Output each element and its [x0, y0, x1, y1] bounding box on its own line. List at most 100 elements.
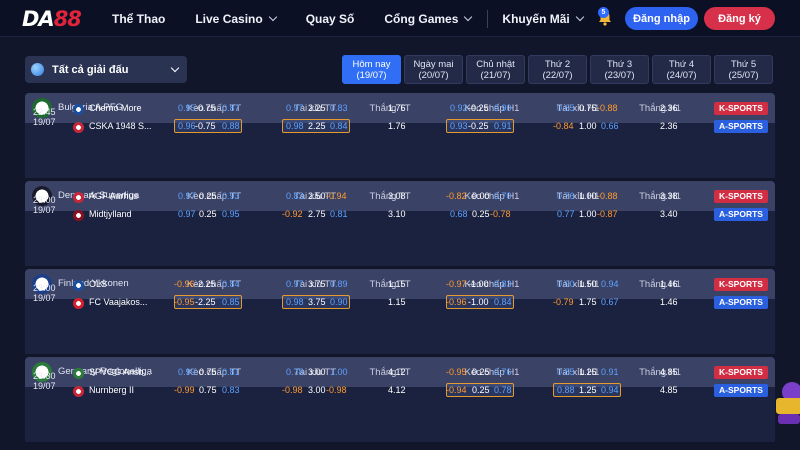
handicap-h1-odds[interactable]: -0.78 [490, 209, 511, 219]
over-under-ft-odds[interactable]: -0.94 [326, 191, 347, 201]
over-under-h1-odds[interactable]: -0.84 [553, 121, 574, 131]
handicap-ft-odds[interactable]: 0.84 [222, 279, 240, 289]
over-under-ft-odds[interactable]: 0.98 [286, 121, 304, 131]
over-under-h1-odds[interactable]: 0.88 [557, 385, 575, 395]
win-h1-odds[interactable]: 1.46 [660, 279, 678, 289]
win-h1-odds[interactable]: 2.36 [660, 103, 678, 113]
a-sports-button[interactable]: A-SPORTS [714, 384, 768, 397]
over-under-ft-odds[interactable]: -0.98 [282, 385, 303, 395]
handicap-h1-odds[interactable]: 0.83 [494, 279, 512, 289]
nav-sports[interactable]: Thể Thao [112, 12, 165, 26]
handicap-h1-odds[interactable]: 0.90 [494, 103, 512, 113]
handicap-ft-odds[interactable]: 0.99 [178, 367, 196, 377]
handicap-h1-odds[interactable]: -0.97 [446, 279, 467, 289]
over-under-h1-odds[interactable]: 0.76 [557, 191, 575, 201]
win-h1-odds[interactable]: 3.38 [660, 191, 678, 201]
league-header[interactable]: Bulgaria A PFG Kèo chấp TT Tài xỉu TT Thắng… [25, 93, 775, 123]
handicap-h1-odds[interactable]: -0.96 [446, 297, 467, 307]
over-under-ft-odds[interactable]: 1.00 [330, 367, 348, 377]
nav-promotions[interactable]: Khuyến Mãi [502, 12, 584, 26]
a-sports-button[interactable]: A-SPORTS [714, 208, 768, 221]
win-h1-odds[interactable]: 4.85 [660, 367, 678, 377]
date-tab-wednesday[interactable]: Thứ 4 (24/07) [652, 55, 711, 84]
win-ft-odds[interactable]: 1.15 [388, 279, 406, 289]
handicap-h1-odds[interactable]: -0.82 [446, 191, 467, 201]
handicap-ft-odds[interactable]: 0.93 [222, 191, 240, 201]
handicap-h1-odds[interactable]: -0.95 [446, 367, 467, 377]
over-under-h1-odds[interactable]: 0.67 [601, 297, 619, 307]
league-header[interactable]: Denmark Superliga Kèo chấp TT Tài xỉu TT Th… [25, 181, 775, 211]
over-under-ft-odds[interactable]: 0.84 [330, 121, 348, 131]
handicap-ft-odds[interactable]: -0.96 [174, 279, 195, 289]
win-ft-odds[interactable]: 1.15 [388, 297, 406, 307]
handicap-h1-odds[interactable]: 0.68 [450, 209, 468, 219]
over-under-ft-odds[interactable]: 0.98 [286, 297, 304, 307]
over-under-h1-odds[interactable]: 0.94 [601, 279, 619, 289]
date-tab-monday[interactable]: Thứ 2 (22/07) [528, 55, 587, 84]
handicap-h1-odds[interactable]: 0.92 [450, 103, 468, 113]
handicap-ft-odds[interactable]: 0.97 [178, 191, 196, 201]
win-ft-odds[interactable]: 3.10 [388, 209, 406, 219]
handicap-h1-odds[interactable]: 0.70 [494, 191, 512, 201]
over-under-h1-odds[interactable]: 0.94 [601, 385, 619, 395]
over-under-ft-odds[interactable]: 0.97 [286, 279, 304, 289]
over-under-h1-odds[interactable]: 0.91 [601, 367, 619, 377]
handicap-ft-odds[interactable]: 0.88 [222, 121, 240, 131]
handicap-h1-odds[interactable]: -0.94 [446, 385, 467, 395]
league-filter-select[interactable]: Tất cả giải đấu [25, 56, 187, 83]
handicap-ft-odds[interactable]: 0.83 [222, 385, 240, 395]
handicap-ft-odds[interactable]: 0.87 [222, 103, 240, 113]
league-header[interactable]: Germany Regionalliga Kèo chấp TT Tài xỉu T… [25, 357, 775, 387]
login-button[interactable]: Đăng nhập [625, 7, 698, 30]
league-header[interactable]: Finland Ykkonen Kèo chấp TT Tài xỉu TT Thắn… [25, 269, 775, 299]
register-button[interactable]: Đăng ký [704, 7, 775, 30]
over-under-h1-odds[interactable]: 0.66 [601, 121, 619, 131]
date-tab-sunday[interactable]: Chủ nhật (21/07) [466, 55, 525, 84]
k-sports-button[interactable]: K-SPORTS [714, 102, 768, 115]
k-sports-button[interactable]: K-SPORTS [714, 366, 768, 379]
over-under-h1-odds[interactable]: -0.87 [597, 209, 618, 219]
k-sports-button[interactable]: K-SPORTS [714, 278, 768, 291]
win-ft-odds[interactable]: 1.76 [388, 121, 406, 131]
over-under-h1-odds[interactable]: -0.79 [553, 297, 574, 307]
site-logo[interactable]: DA88 [22, 7, 82, 31]
nav-lottery[interactable]: Quay Số [306, 12, 355, 26]
nav-games[interactable]: Cổng Games [384, 12, 473, 26]
date-tab-today[interactable]: Hôm nay (19/07) [342, 55, 401, 84]
win-ft-odds[interactable]: 3.08 [388, 191, 406, 201]
handicap-ft-odds[interactable]: 0.97 [178, 209, 196, 219]
date-tab-thursday[interactable]: Thứ 5 (25/07) [714, 55, 773, 84]
a-sports-button[interactable]: A-SPORTS [714, 296, 768, 309]
handicap-h1-odds[interactable]: 0.78 [494, 385, 512, 395]
over-under-h1-odds[interactable]: -0.88 [597, 191, 618, 201]
win-ft-odds[interactable]: 4.12 [388, 367, 406, 377]
handicap-ft-odds[interactable]: 0.85 [222, 297, 240, 307]
promo-badge-icon[interactable] [770, 378, 800, 428]
win-h1-odds[interactable]: 1.46 [660, 297, 678, 307]
k-sports-button[interactable]: K-SPORTS [714, 190, 768, 203]
handicap-ft-odds[interactable]: 0.95 [178, 103, 196, 113]
over-under-h1-odds[interactable]: 0.65 [557, 103, 575, 113]
over-under-h1-odds[interactable]: -0.88 [597, 103, 618, 113]
win-ft-odds[interactable]: 4.12 [388, 385, 406, 395]
over-under-ft-odds[interactable]: -0.92 [282, 209, 303, 219]
over-under-ft-odds[interactable]: 0.89 [330, 279, 348, 289]
win-ft-odds[interactable]: 1.76 [388, 103, 406, 113]
over-under-h1-odds[interactable]: 0.85 [557, 367, 575, 377]
over-under-ft-odds[interactable]: 0.81 [330, 209, 348, 219]
win-h1-odds[interactable]: 2.36 [660, 121, 678, 131]
over-under-ft-odds[interactable]: 0.97 [286, 103, 304, 113]
over-under-ft-odds[interactable]: 0.83 [286, 191, 304, 201]
win-h1-odds[interactable]: 3.40 [660, 209, 678, 219]
over-under-ft-odds[interactable]: -0.98 [326, 385, 347, 395]
over-under-h1-odds[interactable]: 0.77 [557, 209, 575, 219]
handicap-ft-odds[interactable]: 0.96 [178, 121, 196, 131]
handicap-ft-odds[interactable]: 0.81 [222, 367, 240, 377]
a-sports-button[interactable]: A-SPORTS [714, 120, 768, 133]
over-under-ft-odds[interactable]: 0.90 [330, 297, 348, 307]
handicap-ft-odds[interactable]: -0.99 [174, 385, 195, 395]
over-under-ft-odds[interactable]: 0.83 [330, 103, 348, 113]
handicap-h1-odds[interactable]: 0.76 [494, 367, 512, 377]
handicap-ft-odds[interactable]: 0.95 [222, 209, 240, 219]
over-under-ft-odds[interactable]: 0.78 [286, 367, 304, 377]
